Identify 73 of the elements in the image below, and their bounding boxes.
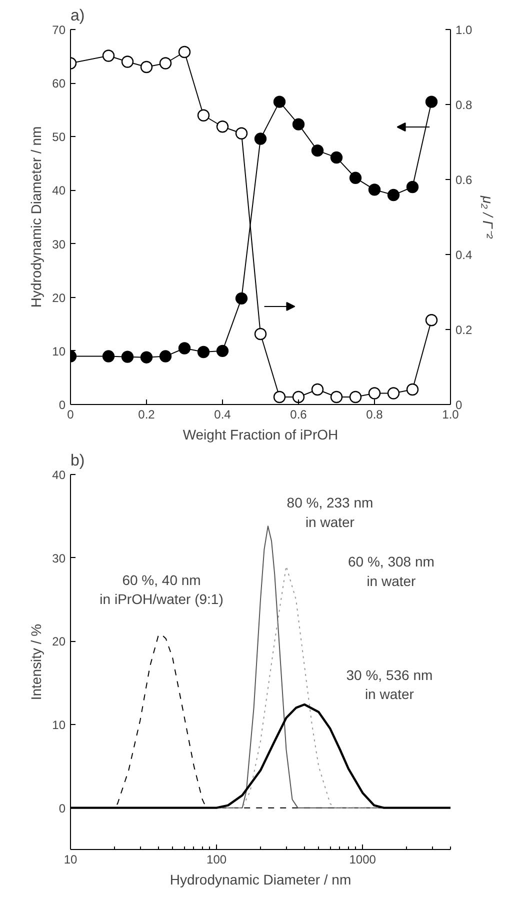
point	[159, 350, 172, 362]
annotation: 80 %, 233 nm in water	[286, 494, 374, 530]
point	[140, 351, 153, 364]
chart-title: a)	[70, 8, 85, 24]
x-tick-label: 0.2	[138, 408, 156, 422]
point	[273, 96, 286, 108]
y2-tick-label: 0.6	[456, 173, 473, 187]
point	[387, 188, 400, 202]
y2-tick-label: 1.0	[456, 23, 473, 37]
point	[292, 118, 305, 130]
point	[406, 383, 419, 396]
point	[102, 350, 115, 362]
chart-title: b)	[70, 452, 85, 470]
point	[273, 390, 286, 404]
y-axis-title: Intensity / %	[28, 624, 44, 700]
y-tick-label: 30	[52, 551, 66, 566]
point	[197, 109, 210, 122]
x-axis-title: Hydrodynamic Diameter / nm	[170, 872, 352, 888]
x-tick-label: 0.6	[290, 408, 308, 422]
point	[387, 387, 400, 400]
y2-axis-title: μ₂ / Γ⁻²	[480, 194, 496, 240]
point	[406, 180, 419, 194]
point	[311, 383, 324, 396]
point	[330, 151, 343, 164]
annotation: 30 %, 536 nm in water	[346, 666, 433, 702]
x-tick-label: 1.0	[442, 408, 460, 422]
x-tick-label: 0	[67, 408, 74, 422]
point	[425, 314, 438, 326]
x-axis-title: Weight Fraction of iPrOH	[182, 426, 338, 442]
point	[368, 184, 381, 196]
y-tick-label: 70	[52, 23, 66, 37]
point	[425, 96, 438, 108]
point	[216, 120, 229, 133]
x-tick-label: 100	[206, 852, 227, 866]
y-tick-label: 10	[52, 718, 66, 732]
y-tick-label: 10	[52, 344, 66, 358]
point	[235, 127, 248, 140]
y2-tick-label: 0.2	[456, 323, 473, 337]
y-tick-label: 40	[52, 468, 66, 482]
y-tick-label: 20	[52, 634, 66, 649]
annotation: 60 %, 308 nm in water	[348, 554, 434, 589]
y2-tick-label: 0.8	[456, 98, 473, 112]
point	[197, 346, 210, 358]
point	[349, 390, 362, 404]
x-tick-label: 0.4	[214, 408, 232, 422]
point	[368, 387, 381, 400]
point	[121, 350, 134, 363]
y-tick-label: 30	[52, 237, 66, 252]
y-tick-label: 0	[58, 801, 66, 816]
y-tick-label: 0	[58, 398, 66, 412]
annotation: 60 %, 40 nm in iPrOH/water (9:1)	[100, 572, 224, 608]
point	[311, 144, 324, 157]
point	[349, 172, 362, 184]
y-tick-label: 60	[52, 76, 66, 91]
y-tick-label: 40	[52, 184, 66, 198]
point	[102, 50, 115, 62]
point	[330, 390, 343, 404]
point	[159, 57, 172, 70]
x-tick-label: 1000	[349, 852, 376, 866]
y2-tick-label: 0.4	[456, 248, 473, 262]
point	[178, 46, 191, 58]
point	[140, 60, 153, 74]
y-tick-label: 50	[52, 130, 66, 144]
y-tick-label: 20	[52, 290, 66, 305]
point	[235, 292, 248, 305]
x-tick-label: 0.8	[366, 408, 384, 422]
point	[292, 390, 305, 404]
point	[254, 132, 267, 145]
point	[178, 342, 191, 354]
y-axis-title: Hydrodynamic Diameter / nm	[28, 126, 44, 308]
point	[121, 56, 134, 68]
point	[216, 344, 229, 358]
point	[254, 328, 267, 340]
